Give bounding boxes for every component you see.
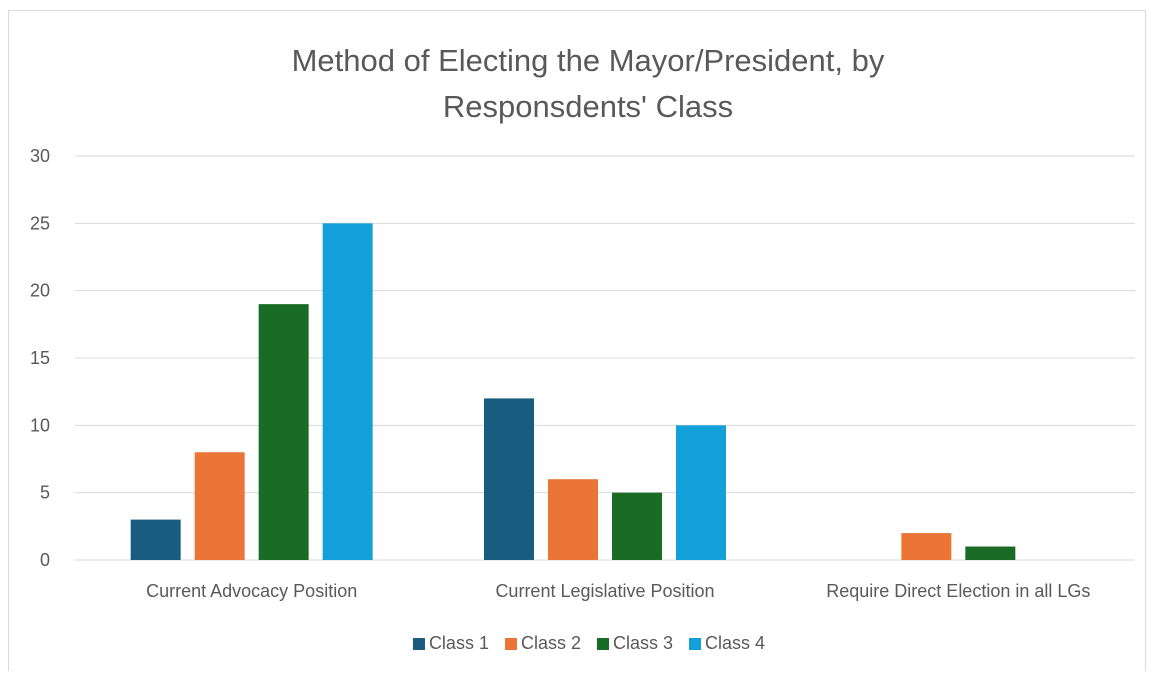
legend-swatch-class-1 <box>412 637 425 650</box>
chart-frame <box>8 10 1146 671</box>
bar-class-1-1 <box>484 398 534 560</box>
chart-title-line-2: Responsdents' Class <box>442 89 734 124</box>
y-tick-label: 0 <box>40 550 50 570</box>
bar-class-2-1 <box>548 479 598 560</box>
legend-label-class-3: Class 3 <box>613 633 674 653</box>
bar-class-3-2 <box>965 546 1016 560</box>
bar-class-4-0 <box>322 223 373 561</box>
bar-class-2-2 <box>901 533 952 560</box>
x-category-label: Current Legislative Position <box>495 581 714 601</box>
legend-swatch-class-3 <box>597 637 609 650</box>
bar-class-3-1 <box>612 492 662 560</box>
legend-item-class-3: Class 3 <box>597 633 673 654</box>
y-tick-label: 20 <box>30 281 50 301</box>
bar-class-4-1 <box>676 425 726 560</box>
legend-item-class-2: Class 2 <box>504 633 581 654</box>
x-category-label: Current Advocacy Position <box>146 581 357 601</box>
bar-class-1-0 <box>130 519 181 560</box>
bar-class-3-0 <box>258 304 309 560</box>
y-tick-label: 25 <box>30 213 50 233</box>
legend-item-class-4: Class 4 <box>689 633 765 654</box>
y-tick-label: 30 <box>30 146 50 166</box>
bar-class-2-0 <box>194 452 245 560</box>
y-tick-label: 15 <box>30 348 50 368</box>
legend-swatch-class-4 <box>689 637 702 650</box>
y-tick-label: 10 <box>30 415 50 435</box>
chart-title: Method of Electing the Mayor/President, … <box>0 38 1154 130</box>
chart-legend: Class 1 Class 2 Class 3 Class 4 <box>0 633 1154 654</box>
x-category-label: Require Direct Election in all LGs <box>826 581 1090 601</box>
chart-title-line-1: Method of Electing the Mayor/President, … <box>291 43 885 78</box>
legend-label-class-4: Class 4 <box>705 633 766 653</box>
legend-label-class-2: Class 2 <box>520 633 581 653</box>
legend-item-class-1: Class 1 <box>412 633 489 654</box>
legend-label-class-1: Class 1 <box>428 633 489 653</box>
legend-swatch-class-2 <box>504 637 517 650</box>
y-tick-label: 5 <box>40 483 50 503</box>
